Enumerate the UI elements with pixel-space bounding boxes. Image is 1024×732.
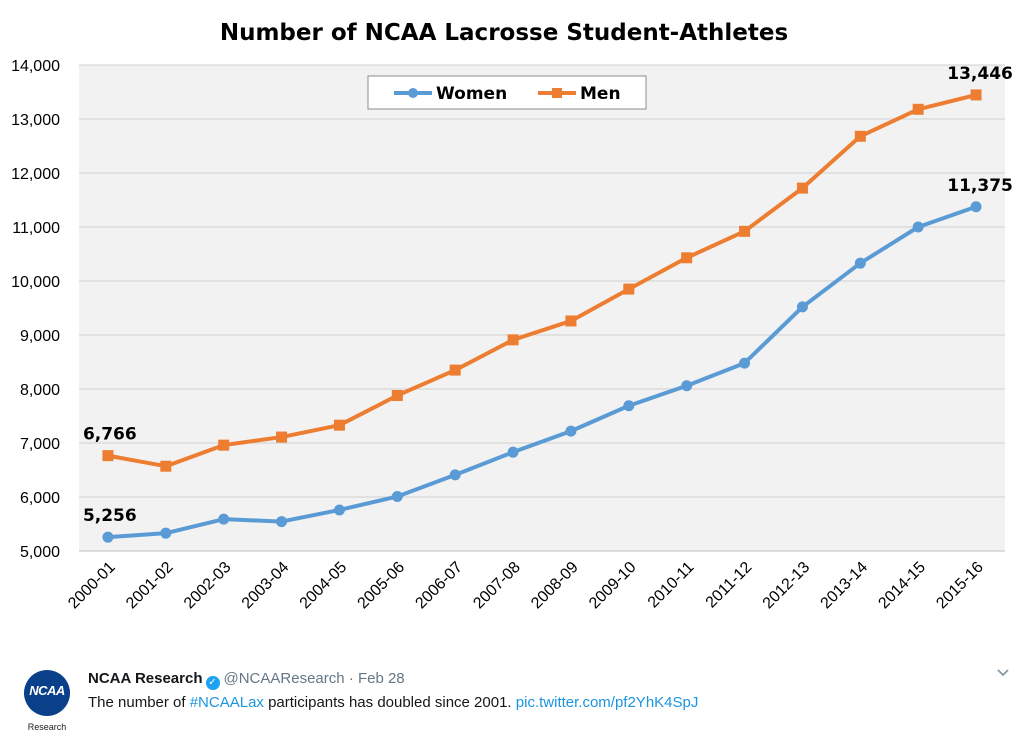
y-tick-label: 8,000 <box>20 382 60 399</box>
data-point-women <box>796 301 808 313</box>
legend-label-men: Men <box>580 84 621 104</box>
chart-title: Number of NCAA Lacrosse Student-Athletes <box>220 20 788 46</box>
data-point-men <box>160 460 172 472</box>
x-tick-label: 2012-13 <box>760 559 814 613</box>
check-badge-icon: ✓ <box>205 676 220 690</box>
data-point-men <box>681 252 693 264</box>
x-tick-label: 2014-15 <box>875 559 929 613</box>
tweet-header: NCAA Research ✓ @NCAAResearch · Feb 28 <box>88 670 405 690</box>
data-point-men <box>739 225 751 237</box>
data-point-men <box>333 419 345 431</box>
data-label: 6,766 <box>83 425 137 445</box>
data-point-women <box>970 201 982 213</box>
data-point-men <box>218 439 230 451</box>
y-tick-label: 9,000 <box>20 328 60 345</box>
legend-label-women: Women <box>436 84 507 104</box>
media-link[interactable]: pic.twitter.com/pf2YhK4SpJ <box>515 694 699 711</box>
x-tick-label: 2011-12 <box>703 559 756 612</box>
data-point-men <box>276 431 288 443</box>
ncaa-logo-icon <box>24 670 70 716</box>
avatar[interactable]: NCAA Research <box>22 670 72 732</box>
tweet: NCAA Research NCAA Research ✓ @NCAAResearc… <box>22 664 1012 732</box>
tweet-separator: · <box>348 670 354 687</box>
x-tick-label: 2005-06 <box>355 559 409 613</box>
x-tick-label: 2002-03 <box>181 559 235 613</box>
data-point-women <box>565 425 577 437</box>
avatar-text: NCAA <box>29 683 65 698</box>
data-point-women <box>912 221 924 233</box>
data-label: 11,375 <box>947 176 1013 196</box>
x-tick-label: 2000-01 <box>65 559 119 613</box>
y-tick-label: 12,000 <box>11 166 60 183</box>
tweet-text-start: The number of <box>88 694 190 711</box>
tweet-text: The number of #NCAALax participants has … <box>88 694 698 711</box>
x-tick-label: 2003-04 <box>239 559 293 613</box>
data-point-women <box>218 513 230 525</box>
data-point-men <box>796 182 808 194</box>
series-line-men <box>107 92 977 469</box>
x-tick-label: 2009-10 <box>586 559 640 613</box>
data-point-men <box>507 334 519 346</box>
data-point-women <box>681 380 693 392</box>
hashtag-link[interactable]: #NCAALax <box>189 694 264 711</box>
y-tick-label: 10,000 <box>11 274 60 291</box>
data-point-women <box>160 527 172 539</box>
chevron-down-icon[interactable] <box>994 666 1012 684</box>
x-tick-label: 2008-09 <box>528 559 582 613</box>
data-point-men <box>912 103 924 115</box>
plot-area <box>79 65 1005 551</box>
avatar-subtitle: Research <box>27 722 67 732</box>
x-tick-label: 2001-02 <box>123 559 177 613</box>
data-point-women <box>276 516 288 528</box>
x-tick-label: 2004-05 <box>297 559 351 613</box>
data-point-men <box>970 89 982 101</box>
data-point-men <box>391 389 403 401</box>
series-line-women <box>107 204 977 540</box>
data-point-women <box>739 357 751 369</box>
x-tick-label: 2007-08 <box>470 559 524 613</box>
data-point-men <box>449 364 461 376</box>
data-point-women <box>333 504 345 516</box>
data-label: 13,446 <box>947 64 1013 84</box>
tweet-handle[interactable]: @NCAAResearch <box>223 670 345 687</box>
x-tick-label: 2013-14 <box>818 559 872 613</box>
data-point-women <box>102 531 114 543</box>
tweet-author-name[interactable]: NCAA Research <box>88 670 203 687</box>
x-tick-label: 2015-16 <box>933 559 987 613</box>
legend: Women Men <box>367 75 647 110</box>
y-tick-label: 13,000 <box>11 112 60 129</box>
chart: 5,000 6,000 7,000 8,000 9,000 10,000 11,000 12,… <box>11 20 1013 613</box>
tweet-text-end: participants has doubled since 2001. <box>263 694 516 711</box>
x-tick-label: 2010-11 <box>645 559 698 612</box>
data-point-men <box>102 450 114 462</box>
data-point-women <box>854 257 866 269</box>
data-point-women <box>449 469 461 481</box>
data-point-women <box>507 446 519 458</box>
data-point-women <box>623 400 635 412</box>
x-tick-label: 2006-07 <box>412 559 466 613</box>
data-point-men <box>623 283 635 295</box>
legend-marker <box>408 88 418 98</box>
y-tick-label: 5,000 <box>20 544 60 561</box>
data-point-men <box>854 130 866 142</box>
legend-marker <box>552 88 562 98</box>
data-point-men <box>565 315 577 327</box>
data-label: 5,256 <box>83 506 137 526</box>
y-tick-label: 14,000 <box>11 58 60 75</box>
y-tick-label: 6,000 <box>20 490 60 507</box>
data-point-women <box>391 490 403 502</box>
y-tick-label: 11,000 <box>12 220 60 237</box>
tweet-date[interactable]: Feb 28 <box>357 670 405 687</box>
y-tick-label: 7,000 <box>20 436 60 453</box>
